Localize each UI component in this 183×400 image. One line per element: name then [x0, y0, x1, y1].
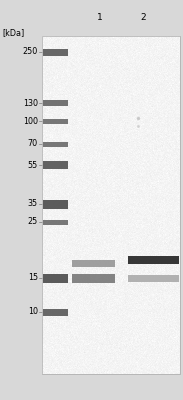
Text: 1: 1 — [97, 14, 103, 22]
Polygon shape — [43, 161, 68, 169]
Polygon shape — [43, 100, 68, 106]
Text: 10: 10 — [28, 308, 38, 316]
Polygon shape — [43, 142, 68, 146]
Polygon shape — [43, 48, 68, 56]
Polygon shape — [72, 274, 115, 282]
Polygon shape — [43, 308, 68, 316]
Polygon shape — [128, 274, 179, 282]
Polygon shape — [43, 200, 68, 208]
Text: 100: 100 — [23, 116, 38, 126]
Text: 15: 15 — [28, 274, 38, 282]
Text: 130: 130 — [23, 98, 38, 108]
Polygon shape — [43, 274, 68, 282]
Text: 2: 2 — [140, 14, 146, 22]
Text: 25: 25 — [28, 218, 38, 226]
Text: 70: 70 — [28, 140, 38, 148]
Text: [kDa]: [kDa] — [2, 28, 24, 37]
Polygon shape — [43, 118, 68, 124]
Text: 55: 55 — [28, 160, 38, 170]
Text: 250: 250 — [23, 48, 38, 56]
Polygon shape — [128, 256, 179, 264]
Polygon shape — [43, 220, 68, 224]
Bar — [42, 36, 180, 374]
Polygon shape — [72, 260, 115, 266]
Text: 35: 35 — [28, 200, 38, 208]
